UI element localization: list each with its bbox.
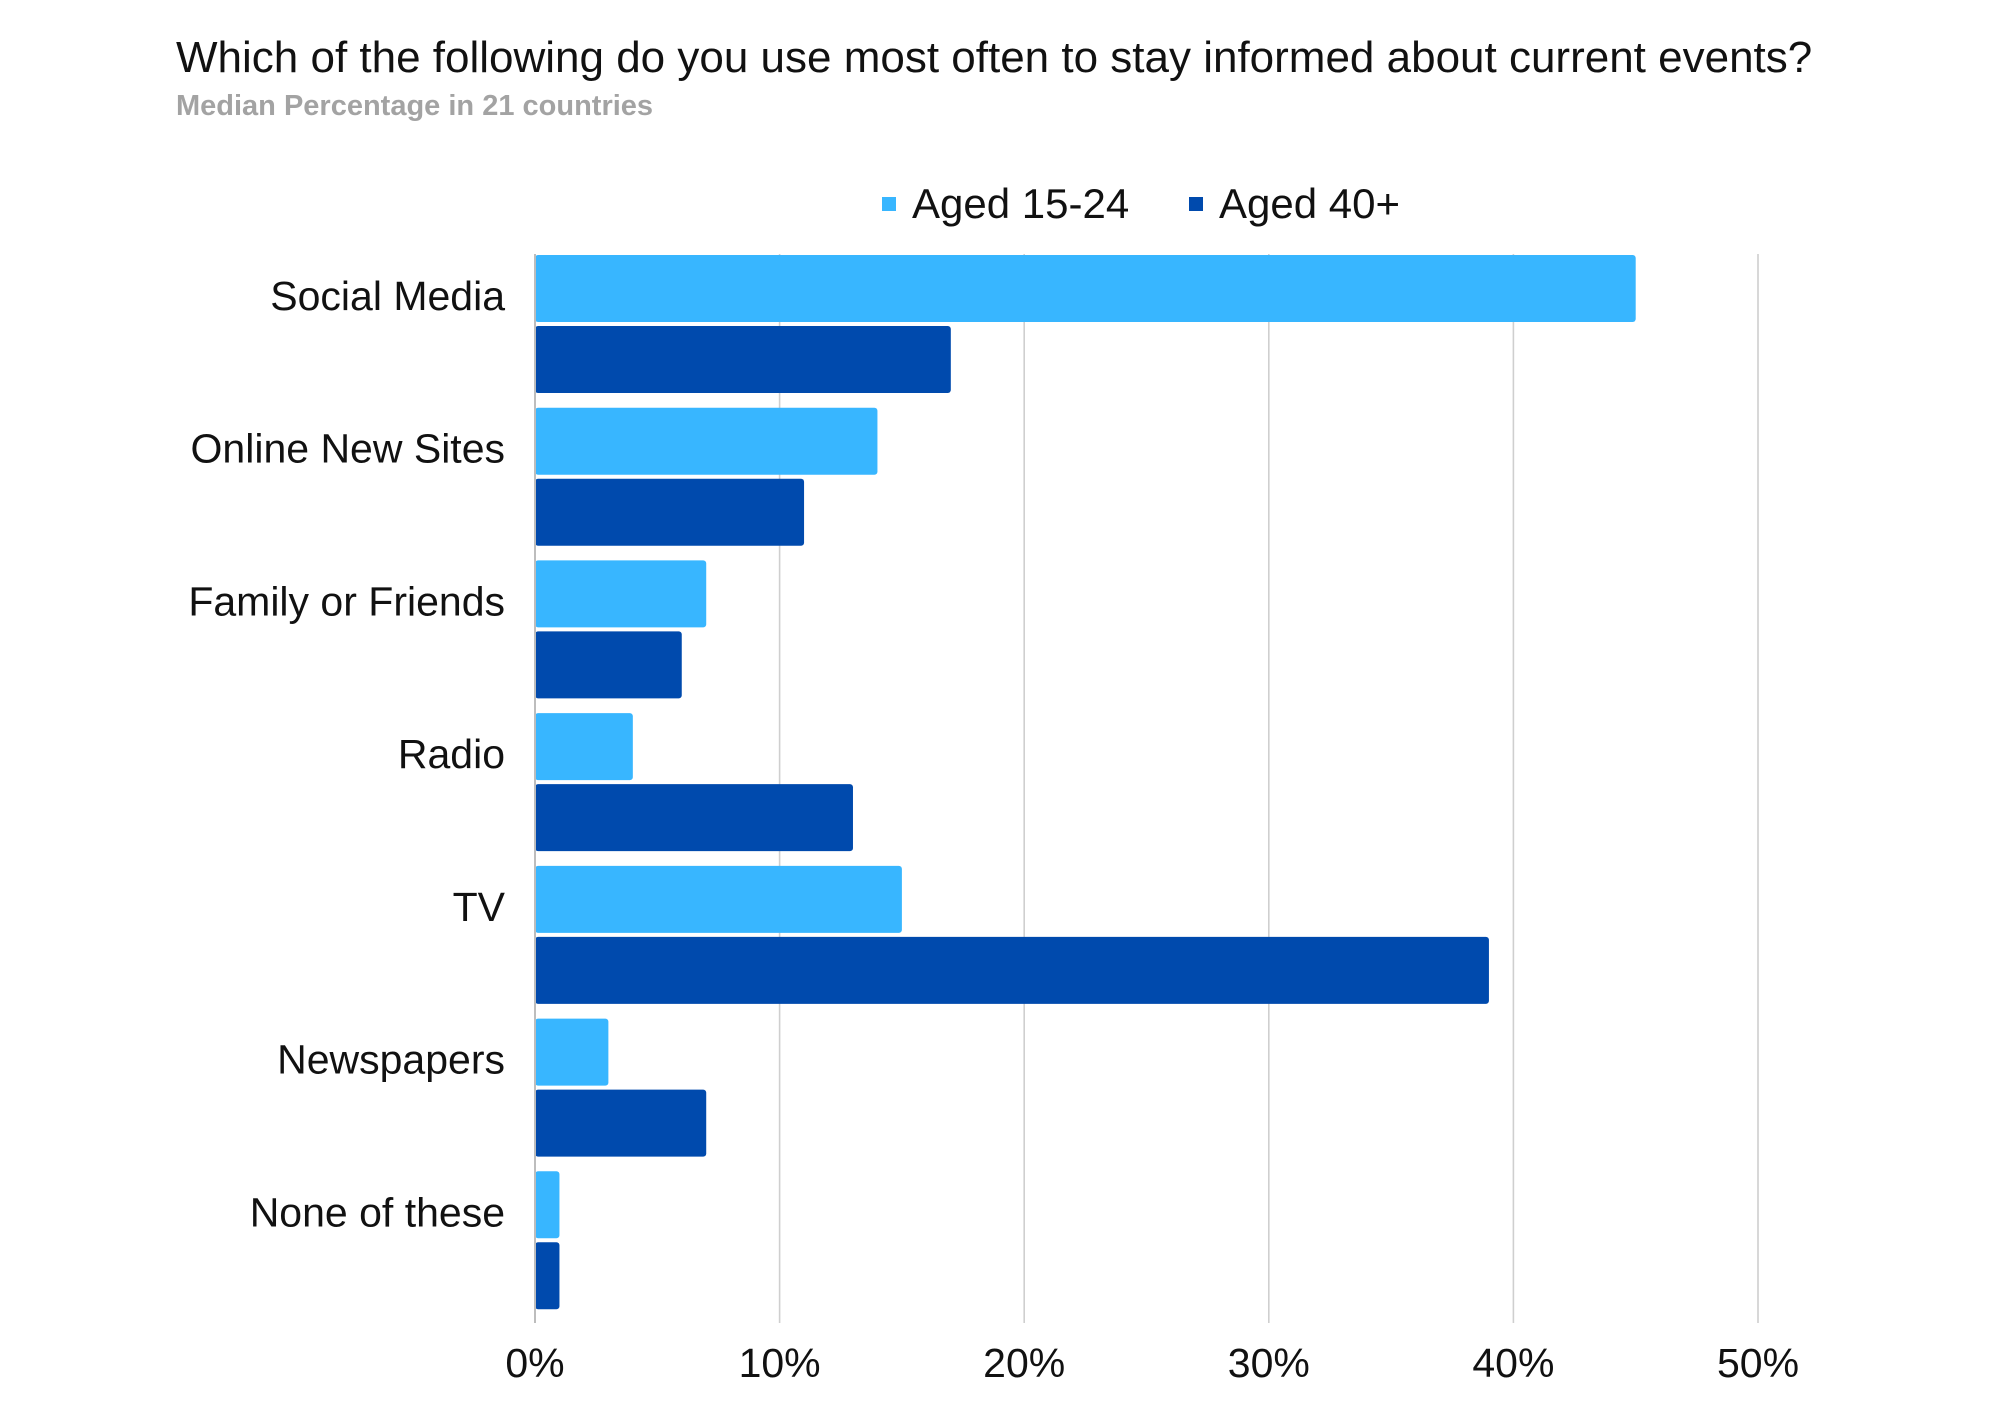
bars: [535, 255, 1636, 1310]
legend-swatch-aged-40-plus: [1189, 197, 1203, 211]
category-labels: Social Media Online New Sites Family or Fr…: [188, 273, 505, 1235]
category-label-tv: TV: [453, 884, 506, 930]
bar-social-media-aged-15-24: [535, 255, 1636, 322]
category-label-none-of-these: None of these: [250, 1189, 505, 1235]
x-tick-label-50: 50%: [1717, 1340, 1799, 1386]
bar-online-new-sites-aged-40-plus: [535, 478, 805, 546]
bar-family-or-friends-aged-15-24: [535, 560, 707, 628]
category-label-newspapers: Newspapers: [277, 1037, 505, 1083]
legend: Aged 15-24 Aged 40+: [882, 180, 1400, 227]
bar-none-of-these-aged-15-24: [535, 1171, 560, 1239]
bar-online-new-sites-aged-15-24: [535, 407, 878, 475]
x-tick-label-10: 10%: [739, 1340, 821, 1386]
bar-tv-aged-40-plus: [535, 936, 1489, 1004]
legend-label-aged-15-24: Aged 15-24: [912, 180, 1129, 227]
bar-newspapers-aged-15-24: [535, 1018, 609, 1086]
bar-newspapers-aged-40-plus: [535, 1089, 707, 1157]
x-tick-label-0: 0%: [505, 1340, 564, 1386]
category-label-radio: Radio: [398, 731, 505, 777]
x-tick-labels: 0% 10% 20% 30% 40% 50%: [505, 1340, 1799, 1386]
x-tick-label-20: 20%: [983, 1340, 1065, 1386]
bar-tv-aged-15-24: [535, 865, 902, 933]
bar-radio-aged-15-24: [535, 713, 633, 781]
x-tick-label-30: 30%: [1228, 1340, 1310, 1386]
x-tick-label-40: 40%: [1472, 1340, 1554, 1386]
bar-social-media-aged-40-plus: [535, 326, 951, 393]
legend-swatch-aged-15-24: [882, 197, 896, 211]
chart-title: Which of the following do you use most o…: [176, 33, 1812, 82]
bar-family-or-friends-aged-40-plus: [535, 631, 682, 699]
gridlines: [778, 254, 1759, 1323]
legend-label-aged-40-plus: Aged 40+: [1219, 180, 1400, 227]
category-label-online-new-sites: Online New Sites: [191, 426, 505, 472]
chart-subtitle: Median Percentage in 21 countries: [176, 90, 653, 122]
category-label-family-or-friends: Family or Friends: [188, 578, 505, 624]
bar-none-of-these-aged-40-plus: [535, 1242, 560, 1310]
bar-radio-aged-40-plus: [535, 784, 853, 852]
category-label-social-media: Social Media: [270, 273, 505, 319]
